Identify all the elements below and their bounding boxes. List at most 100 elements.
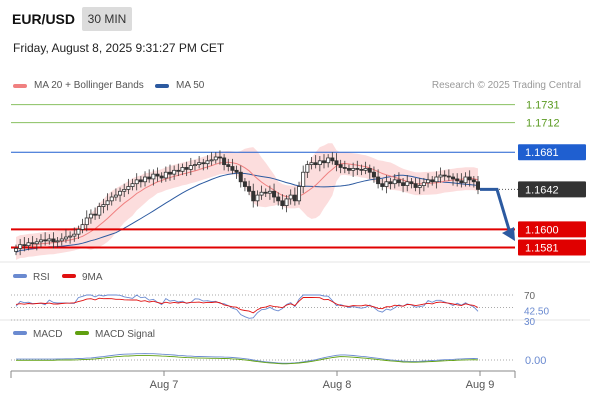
candle — [267, 190, 272, 194]
level-label-box — [518, 181, 586, 198]
x-tick-label: Aug 7 — [150, 379, 179, 391]
candle — [242, 181, 247, 187]
candle — [463, 176, 468, 184]
candle — [163, 171, 168, 179]
legend-label-macd-signal: MACD Signal — [95, 329, 155, 340]
candle — [467, 176, 472, 181]
candle — [30, 242, 35, 245]
candle — [317, 160, 322, 166]
macd-signal-line — [16, 355, 479, 365]
candle — [284, 198, 289, 206]
x-axis: Aug 7 Aug 8 Aug 9 — [10, 370, 516, 391]
candle — [426, 179, 431, 184]
candle — [351, 168, 356, 171]
candle — [396, 179, 401, 184]
rsi-level-30: 30 — [524, 317, 536, 328]
candle — [155, 173, 160, 177]
legend-label-9ma: 9MA — [82, 272, 103, 283]
candle — [338, 164, 343, 168]
candle — [113, 194, 118, 198]
candle — [355, 168, 360, 170]
macd-line — [16, 353, 479, 364]
candle — [72, 233, 77, 237]
timeframe-button[interactable]: 30 MIN — [82, 7, 132, 31]
candle — [380, 183, 385, 187]
candle — [272, 190, 277, 198]
ma50-line — [15, 172, 479, 253]
candle — [451, 176, 456, 180]
projection-arrow — [480, 187, 512, 234]
candle — [359, 168, 364, 171]
candle — [334, 160, 339, 166]
candle — [263, 191, 268, 194]
macd-level-0: 0.00 — [525, 355, 546, 367]
candle — [234, 169, 239, 173]
rsi-level-70: 70 — [524, 291, 536, 302]
candle — [51, 238, 56, 243]
candle — [363, 168, 368, 171]
candle — [201, 162, 206, 165]
candle — [388, 181, 393, 185]
candle — [167, 171, 172, 175]
candle — [105, 200, 110, 206]
candle — [384, 181, 389, 187]
candle — [192, 164, 197, 167]
candle — [122, 188, 127, 192]
candle — [209, 159, 214, 162]
candle — [147, 176, 152, 180]
candle — [297, 186, 302, 202]
candle — [172, 169, 177, 175]
level-label: 1.1642 — [525, 184, 559, 196]
candle — [38, 239, 43, 243]
candle — [301, 171, 306, 187]
candle — [459, 180, 464, 184]
candle — [97, 206, 102, 216]
candle — [230, 166, 235, 171]
instrument-title: EUR/USD — [12, 11, 76, 27]
legend-ma20-bb: MA 20 + Bollinger Bands — [13, 80, 144, 91]
candle — [247, 186, 252, 192]
candle — [313, 162, 318, 166]
candle — [326, 157, 331, 164]
legend-swatch-macd — [13, 331, 27, 335]
candle — [18, 244, 23, 249]
candle — [184, 167, 189, 170]
candle — [138, 179, 143, 183]
candle — [151, 173, 156, 180]
candle — [405, 181, 410, 186]
candle — [176, 169, 181, 172]
candle — [392, 179, 397, 185]
level-label: 1.1581 — [525, 243, 559, 255]
candle — [251, 190, 256, 202]
candle — [475, 181, 480, 190]
legend-label-macd: MACD — [33, 329, 62, 340]
candle — [259, 191, 264, 196]
candle — [217, 156, 222, 159]
legend-label-rsi: RSI — [33, 272, 50, 283]
candle — [159, 175, 164, 179]
candle — [88, 213, 93, 219]
candle — [84, 217, 89, 226]
legend-label-ma20: MA 20 + Bollinger Bands — [34, 80, 144, 91]
candle — [376, 176, 381, 185]
candle — [63, 236, 68, 240]
candle — [280, 200, 285, 206]
legend-swatch-9ma — [62, 274, 76, 278]
credit-text: Research © 2025 Trading Central — [431, 80, 581, 91]
timestamp: Friday, August 8, 2025 9:31:27 PM CET — [13, 41, 225, 55]
candle — [434, 176, 439, 183]
candle — [455, 178, 460, 182]
legend-ma50: MA 50 — [155, 80, 204, 91]
candle — [126, 186, 131, 190]
level-label: 1.1600 — [525, 224, 559, 236]
candle — [47, 238, 52, 242]
candle — [143, 176, 148, 183]
candle — [238, 171, 243, 183]
candle — [438, 174, 443, 178]
level-label: 1.1712 — [526, 118, 560, 130]
candle — [80, 224, 85, 230]
candle — [205, 160, 210, 165]
level-label-box — [518, 239, 586, 256]
macd-panel: MACD MACD Signal 0.00 — [11, 329, 546, 367]
